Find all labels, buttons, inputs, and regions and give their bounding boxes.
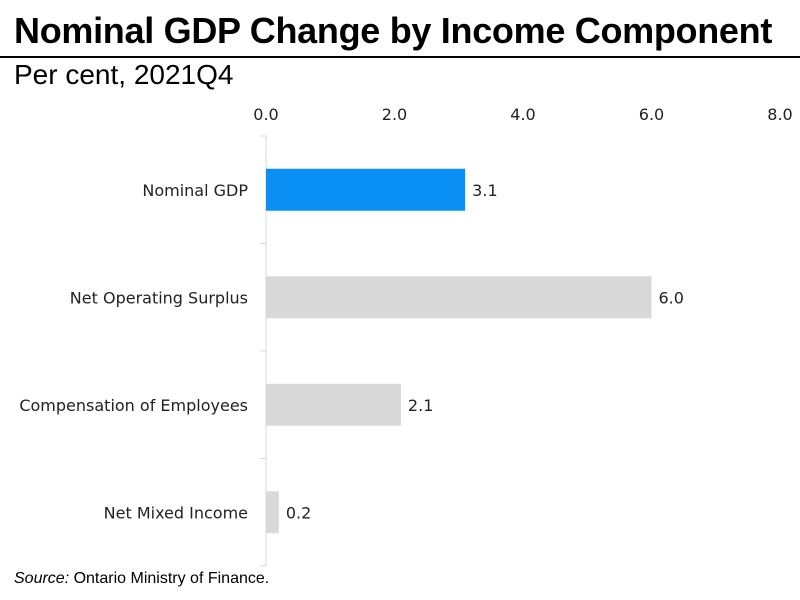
category-label: Compensation of Employees [19, 396, 248, 415]
bar [266, 383, 401, 426]
bar [266, 491, 279, 534]
x-tick-label: 0.0 [253, 105, 278, 124]
data-label: 6.0 [659, 288, 684, 307]
category-label: Nominal GDP [142, 181, 248, 200]
x-tick-label: 2.0 [382, 105, 407, 124]
x-tick-label: 6.0 [639, 105, 664, 124]
title-rule [0, 56, 800, 58]
x-axis-ticks: 0.0 2.0 4.0 6.0 8.0 [253, 105, 792, 124]
bar [266, 168, 466, 211]
category-label: Net Operating Surplus [70, 288, 248, 307]
bar [266, 276, 652, 319]
bars [266, 168, 652, 534]
x-tick-label: 8.0 [767, 105, 792, 124]
value-labels: 3.1 6.0 2.1 0.2 [286, 181, 684, 523]
chart-title: Nominal GDP Change by Income Component [14, 10, 773, 51]
chart-subtitle: Per cent, 2021Q4 [14, 59, 234, 90]
source-note: Source: Ontario Ministry of Finance. [14, 570, 269, 588]
category-labels: Nominal GDP Net Operating Surplus Compensa… [19, 181, 248, 523]
source-label: Source: [14, 570, 70, 587]
data-label: 3.1 [472, 181, 497, 200]
x-tick-label: 4.0 [510, 105, 535, 124]
category-axis [260, 135, 267, 567]
data-label: 0.2 [286, 503, 311, 522]
data-label: 2.1 [408, 396, 433, 415]
category-label: Net Mixed Income [104, 503, 248, 522]
source-text: Ontario Ministry of Finance. [69, 570, 270, 587]
